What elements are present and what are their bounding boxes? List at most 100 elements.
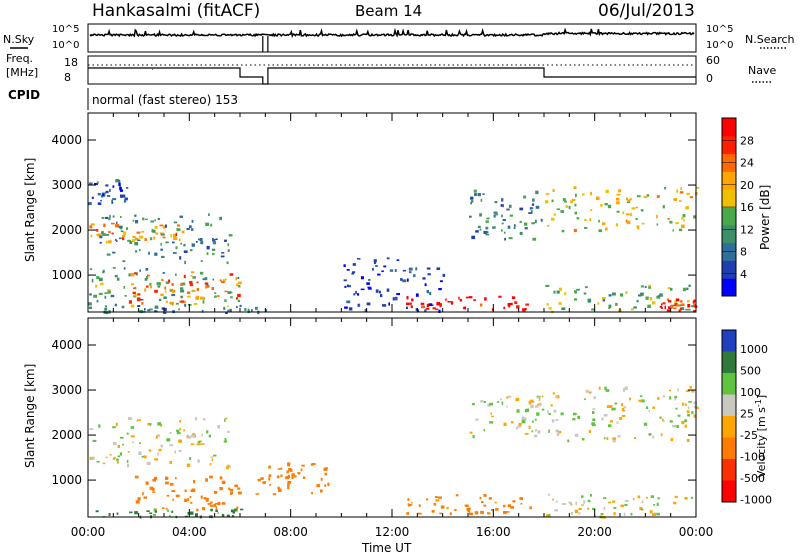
heatmap-cell <box>607 204 612 209</box>
heatmap-cell <box>164 286 167 290</box>
heatmap-cell <box>681 303 685 306</box>
heatmap-cell <box>343 264 346 267</box>
heatmap-cell <box>695 407 699 409</box>
heatmap-cell <box>116 461 119 464</box>
heatmap-cell <box>555 395 558 398</box>
heatmap-cell <box>96 276 100 280</box>
heatmap-cell <box>685 403 687 406</box>
heatmap-cell <box>139 442 141 444</box>
heatmap-cell <box>136 297 141 301</box>
heatmap-cell <box>196 240 198 243</box>
heatmap-cell <box>603 497 607 499</box>
heatmap-cell <box>141 231 145 233</box>
heatmap-cell <box>91 456 95 460</box>
heatmap-cell <box>623 406 627 408</box>
heatmap-cell <box>347 285 351 288</box>
heatmap-cell <box>645 496 648 499</box>
heatmap-cell <box>458 296 460 300</box>
heatmap-cell <box>180 295 183 299</box>
heatmap-cell <box>123 267 126 270</box>
heatmap-cell <box>484 231 489 233</box>
heatmap-cell <box>556 208 560 210</box>
heatmap-cell <box>545 514 549 517</box>
heatmap-cell <box>483 401 487 403</box>
heatmap-cell <box>555 500 558 503</box>
heatmap-cell <box>544 200 549 204</box>
heatmap-cell <box>186 295 191 298</box>
heatmap-cell <box>429 291 432 296</box>
heatmap-cell <box>686 389 690 392</box>
heatmap-cell <box>227 309 230 312</box>
heatmap-cell <box>165 241 169 244</box>
heatmap-cell <box>89 293 92 296</box>
heatmap-cell <box>169 432 172 434</box>
freq-tick-bottom: 8 <box>64 71 71 84</box>
heatmap-cell <box>670 438 674 442</box>
heatmap-cell <box>95 284 98 288</box>
heatmap-cell <box>118 225 123 229</box>
heatmap-cell <box>469 431 473 434</box>
heatmap-cell <box>239 304 242 308</box>
heatmap-cell <box>624 386 628 390</box>
heatmap-cell <box>470 200 474 203</box>
heatmap-cell <box>191 488 196 492</box>
heatmap-cell <box>137 239 141 242</box>
heatmap-cell <box>217 425 220 429</box>
heatmap-cell <box>113 442 117 446</box>
heatmap-cell <box>602 222 606 226</box>
heatmap-cell <box>535 219 537 224</box>
heatmap-cell <box>226 261 229 265</box>
heatmap-cell <box>581 495 584 498</box>
heatmap-cell <box>561 229 565 233</box>
heatmap-cell <box>627 199 631 202</box>
heatmap-cell <box>436 302 441 306</box>
heatmap-cell <box>119 185 121 188</box>
heatmap-cell <box>145 276 149 280</box>
heatmap-cell <box>648 433 652 436</box>
heatmap-cell <box>171 294 176 297</box>
heatmap-cell <box>137 419 141 421</box>
heatmap-cell <box>148 251 150 255</box>
heatmap-cell <box>574 433 579 437</box>
heatmap-cell <box>506 405 508 408</box>
heatmap-cell <box>531 203 535 206</box>
heatmap-cell <box>656 214 658 219</box>
heatmap-cell <box>190 249 193 252</box>
heatmap-cell <box>288 474 291 478</box>
heatmap-cell <box>686 439 690 442</box>
heatmap-cell <box>439 305 442 308</box>
colorbar-tick-label: 100 <box>740 386 761 399</box>
heatmap-cell <box>119 189 123 192</box>
heatmap-cell <box>619 417 623 420</box>
heatmap-cell <box>103 223 106 228</box>
heatmap-cell <box>212 278 215 281</box>
heatmap-cell <box>353 293 356 296</box>
heatmap-cell <box>100 199 102 202</box>
heatmap-cell <box>230 296 233 299</box>
heatmap-cell <box>180 300 185 303</box>
heatmap-cell <box>602 299 606 302</box>
heatmap-cell <box>662 302 666 305</box>
heatmap-cell <box>344 285 347 288</box>
heatmap-cell <box>483 504 487 507</box>
heatmap-cell <box>160 233 165 236</box>
heatmap-cell <box>91 196 94 199</box>
heatmap-cell <box>127 451 130 453</box>
heatmap-cell <box>352 263 356 266</box>
heatmap-cell <box>237 277 240 279</box>
heatmap-cell <box>120 194 124 198</box>
heatmap-cell <box>675 298 680 302</box>
heatmap-cell <box>143 496 147 499</box>
heatmap-cell <box>490 412 493 415</box>
heatmap-cell <box>650 495 654 498</box>
heatmap-cell <box>294 475 297 478</box>
heatmap-cell <box>98 424 101 428</box>
heatmap-cell <box>521 419 526 424</box>
heatmap-cell <box>175 477 177 480</box>
heatmap-cell <box>236 305 238 309</box>
heatmap-cell <box>118 179 121 183</box>
heatmap-cell <box>230 493 232 495</box>
heatmap-cell <box>571 199 576 202</box>
colorbar-tick-label: 8 <box>740 246 747 259</box>
sky-noise-line <box>89 27 695 38</box>
